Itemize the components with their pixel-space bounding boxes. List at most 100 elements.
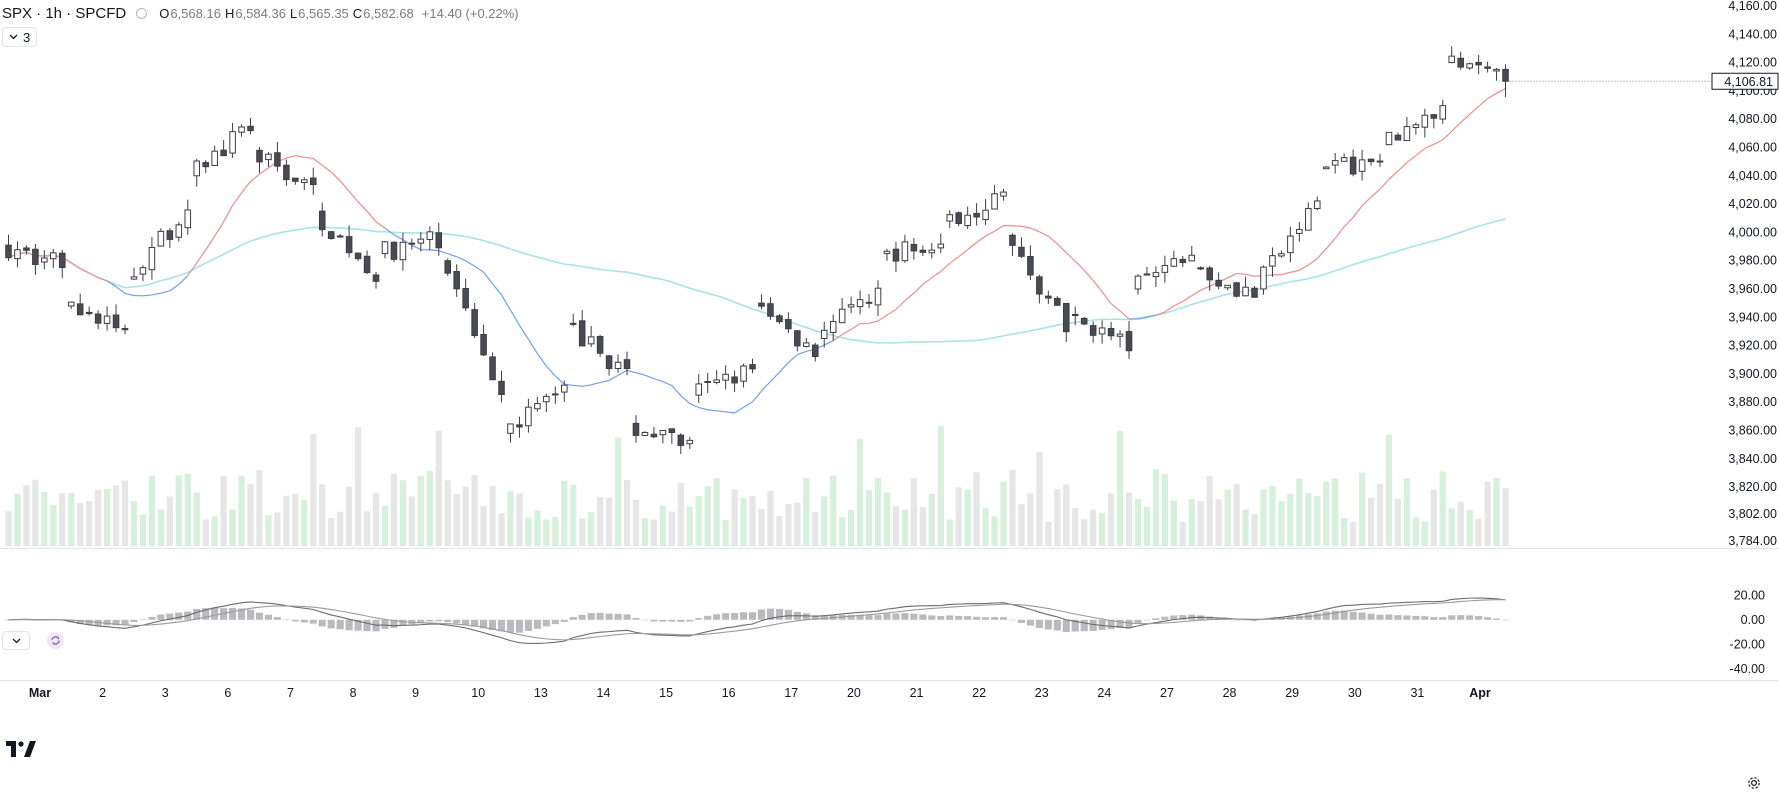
symbol-title[interactable]: SPX · 1h · SPCFD (2, 4, 127, 22)
volume-bar (256, 470, 263, 546)
histogram-bar (211, 607, 219, 620)
fast-ma-segment (483, 271, 494, 285)
indicators-collapse-button[interactable]: 3 (2, 27, 38, 47)
fast-ma-segment (1451, 121, 1462, 132)
histogram-bar (327, 619, 335, 629)
fast-ma-segment (1137, 316, 1148, 320)
candle-body (1358, 159, 1366, 172)
fast-ma-segment (1442, 130, 1453, 141)
fast-ma-segment (1361, 196, 1372, 207)
volume-bar (319, 484, 326, 546)
fast-ma-segment (1191, 289, 1202, 297)
histogram-bar (668, 619, 676, 622)
candle-body (1251, 287, 1258, 298)
candle-body (1269, 255, 1276, 267)
candle-body (534, 403, 541, 410)
histogram-bar (784, 609, 792, 620)
fast-ma-segment (1397, 162, 1408, 172)
fast-ma-segment (160, 290, 170, 294)
volume-bar (892, 506, 900, 546)
histogram-bar (928, 615, 936, 620)
fast-ma-segment (1245, 273, 1255, 277)
fast-ma-segment (725, 411, 735, 414)
volume-bar (1179, 521, 1186, 546)
pane-collapse-button[interactable] (2, 631, 30, 650)
volume-bar (1493, 478, 1500, 546)
indicator-tick-label: -40.00 (1730, 662, 1765, 676)
volume-bar (103, 488, 111, 546)
fast-ma-segment (1200, 285, 1210, 291)
candle-body (1340, 157, 1348, 162)
candle-body (794, 330, 801, 347)
volume-bar (1090, 509, 1097, 546)
price-tick-label: 3,880.00 (1728, 395, 1777, 409)
gear-icon[interactable] (1747, 776, 1761, 790)
candle-body (1278, 253, 1285, 257)
volume-bar (1125, 492, 1133, 546)
fast-ma-segment (1370, 188, 1381, 198)
fast-ma-segment (527, 339, 538, 354)
candle-body (1009, 234, 1016, 246)
histogram-bar (632, 618, 640, 620)
fast-ma-segment (348, 190, 359, 203)
volume-bar (1278, 501, 1285, 546)
volume-bar (310, 433, 317, 546)
candles (5, 46, 1509, 454)
histogram-bar (1331, 610, 1339, 620)
fast-ma-segment (1316, 248, 1327, 260)
candle-body (14, 249, 21, 260)
fast-ma-segment (205, 235, 216, 251)
candle-body (76, 303, 84, 316)
sync-icon[interactable] (47, 632, 64, 649)
volume-bar (516, 493, 523, 546)
volume-bar (1098, 512, 1106, 546)
price-axis: 4,160.004,140.004,120.004,100.004,080.00… (1728, 0, 1777, 548)
volume-bar (668, 511, 675, 546)
volume-bar (776, 516, 783, 546)
histogram-bar (497, 619, 506, 632)
candle-body (453, 270, 460, 290)
volume-bar (184, 473, 191, 546)
candle-body (1412, 124, 1420, 129)
fast-ma-segment (689, 403, 699, 409)
fast-ma-segment (447, 253, 457, 258)
fast-ma-segment (438, 250, 448, 255)
histogram-bar (901, 613, 909, 620)
volume-bar (1260, 489, 1267, 546)
fast-ma-segment (321, 164, 332, 173)
fast-ma-segment (187, 262, 198, 277)
candle-body (1376, 160, 1384, 163)
volume-bar (489, 485, 496, 546)
fast-ma-segment (223, 205, 234, 223)
candle-body (722, 373, 729, 381)
fast-ma-segment (295, 154, 305, 158)
histogram-bar (453, 619, 461, 624)
candle-body (838, 308, 846, 324)
volume-bar (50, 504, 57, 546)
volume-bar (1305, 492, 1312, 546)
time-tick-label: 29 (1285, 686, 1299, 700)
fast-ma-segment (734, 406, 744, 414)
histogram-bar (551, 619, 559, 625)
volume-bar (1439, 471, 1446, 546)
signal-line (8, 599, 1506, 641)
volume-bar (175, 475, 182, 546)
volume-bar (435, 430, 442, 546)
candle-body (121, 328, 129, 331)
histogram-bar (282, 619, 290, 620)
candle-body (363, 255, 371, 274)
tradingview-logo[interactable] (6, 740, 36, 763)
histogram-bar (1394, 615, 1402, 620)
candle-body (372, 274, 380, 282)
fast-ma-segment (761, 381, 771, 392)
histogram-bar (605, 613, 613, 620)
fast-ma-segment (573, 384, 583, 387)
volume-bar (372, 493, 380, 546)
time-tick-label: Apr (1469, 686, 1491, 700)
fast-ma-segment (1182, 295, 1193, 302)
fast-ma-segment (79, 268, 90, 274)
fast-ma-segment (465, 260, 475, 267)
histogram-bar (1466, 615, 1474, 620)
high-label: H (224, 5, 235, 21)
